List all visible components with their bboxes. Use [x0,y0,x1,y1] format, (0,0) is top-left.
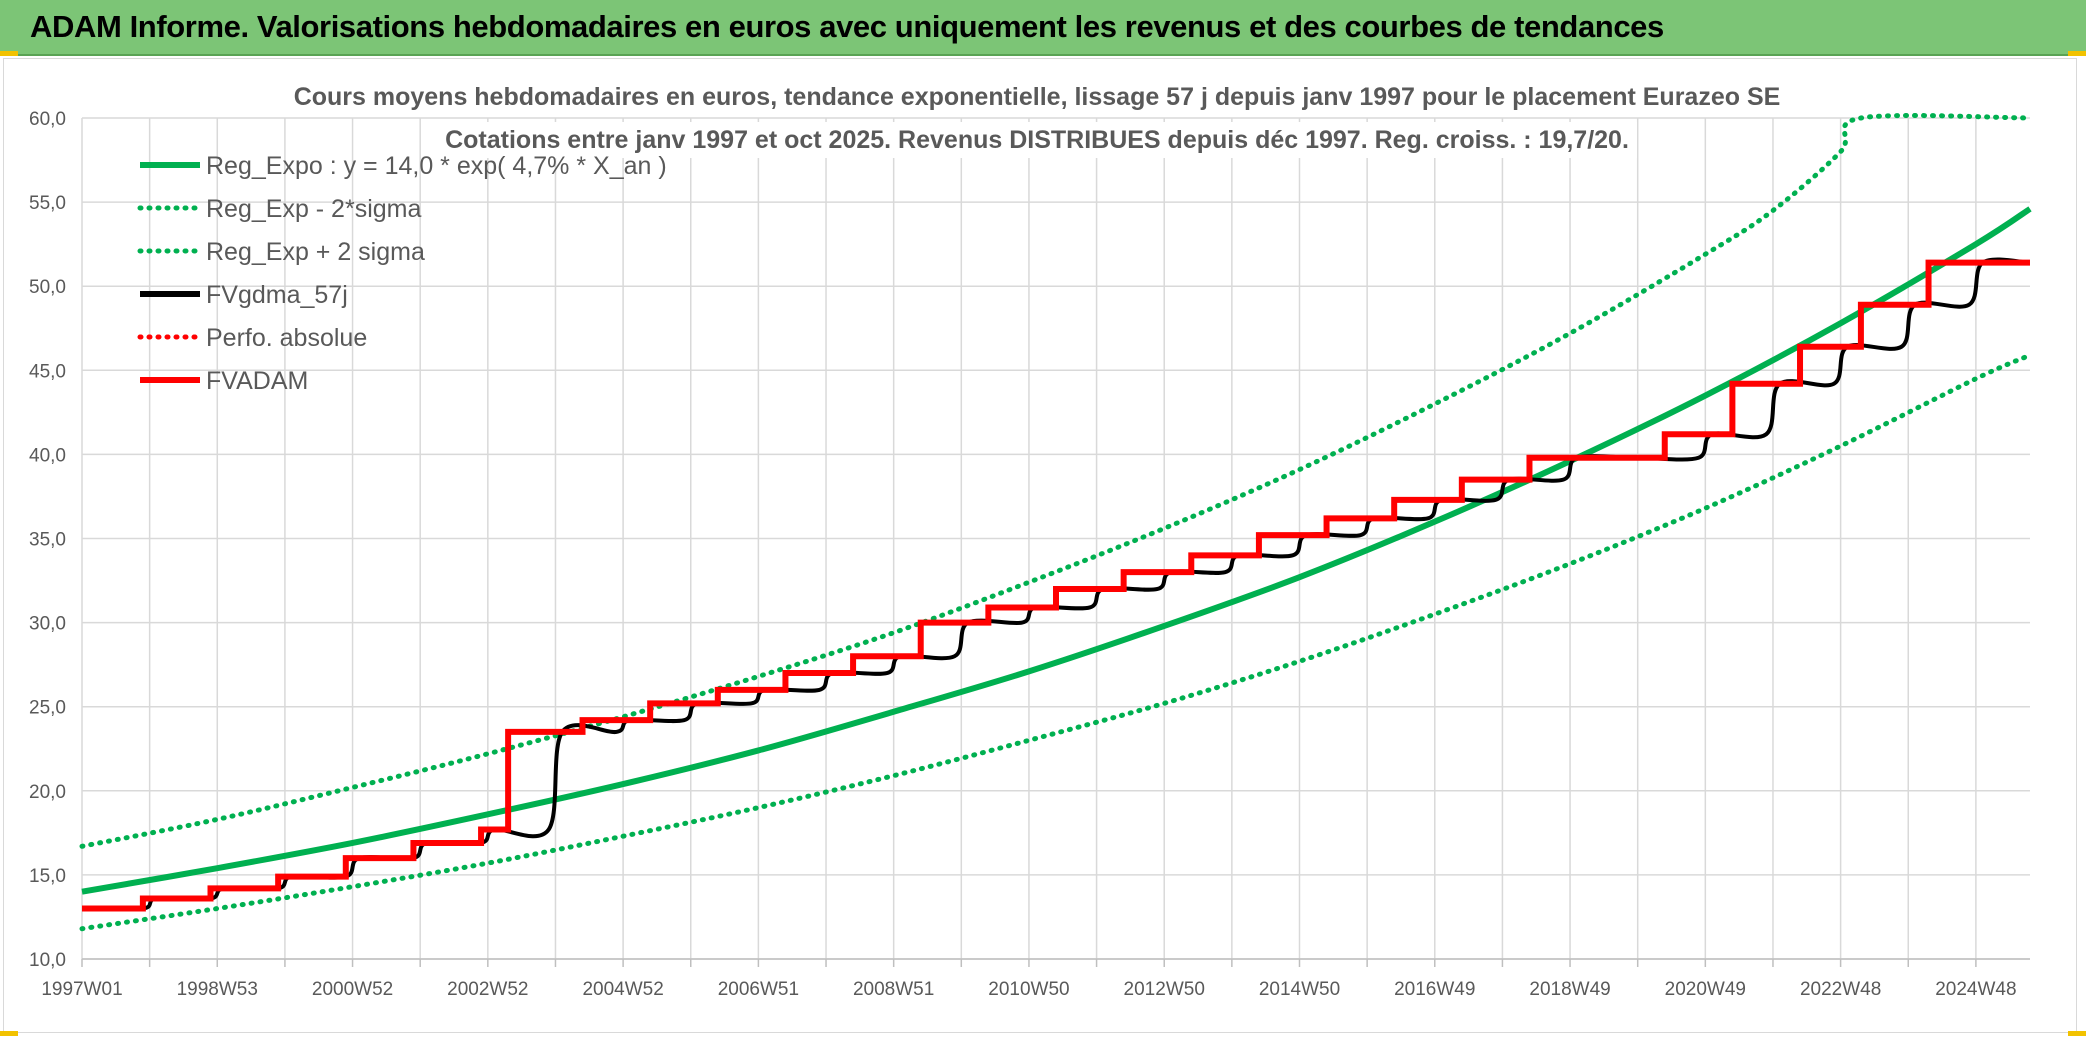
chart-area: 10,0 15,0 20,0 25,0 30,0 35,0 40,0 45,0 50,0 55,0… [3,58,2077,1033]
series-line-2 [79,113,2033,849]
corner-marker-top-right [2068,51,2086,56]
y-tick-label: 35,0 [29,530,66,551]
y-tick-label: 55,0 [29,193,66,214]
x-tick-label: 2020W49 [1665,979,1746,1000]
header-bar: ADAM Informe. Valorisations hebdomadaire… [0,0,2086,56]
x-tick-label: 2008W51 [853,979,934,1000]
x-tick-label: 1998W53 [177,979,258,1000]
y-tick-label: 40,0 [29,445,66,466]
x-tick-label: 2000W52 [312,979,393,1000]
page-title: ADAM Informe. Valorisations hebdomadaire… [30,9,1664,44]
legend-item: FVgdma_57j [140,281,348,309]
legend-label: Reg_Exp + 2 sigma [206,238,425,266]
y-tick-label: 15,0 [29,866,66,887]
legend-item: FVADAM [140,367,308,395]
series-line-5 [82,259,2030,912]
chart-title-background [437,122,1637,158]
legend-item: Reg_Exp + 2 sigma [137,238,425,266]
x-tick-label: 1997W01 [41,979,122,1000]
x-tick-label: 2002W52 [447,979,528,1000]
legend: Reg_Expo : y = 14,0 * exp( 4,7% * X_an )… [137,152,667,395]
corner-marker-top-left [0,51,18,56]
x-tick-label: 2004W52 [582,979,663,1000]
legend-item: Reg_Exp - 2*sigma [137,195,421,223]
x-tick-label: 2012W50 [1124,979,1205,1000]
axes: 10,0 15,0 20,0 25,0 30,0 35,0 40,0 45,0 50,0 55,0… [29,109,2030,1000]
chart-title: Cours moyens hebdomadaires en euros, ten… [285,79,1789,158]
y-tick-label: 10,0 [29,950,66,971]
y-tick-label: 25,0 [29,698,66,719]
x-tick-label: 2022W48 [1800,979,1881,1000]
legend-item: Perfo. absolue [137,324,367,352]
legend-label: FVgdma_57j [206,281,348,309]
y-tick-label: 50,0 [29,277,66,298]
x-tick-label: 2016W49 [1394,979,1475,1000]
x-tick-label: 2010W50 [988,979,1069,1000]
legend-label: FVADAM [206,367,308,395]
x-tick-label: 2014W50 [1259,979,1340,1000]
y-tick-label: 60,0 [29,109,66,130]
x-tick-label: 2006W51 [718,979,799,1000]
series-line-1 [79,352,2033,932]
corner-marker-bottom-left [0,1031,18,1036]
corner-marker-bottom-right [2068,1031,2086,1036]
chart-title-background [285,79,1789,115]
y-tick-label: 45,0 [29,361,66,382]
legend-label: Reg_Exp - 2*sigma [206,195,421,223]
legend-item: Reg_Expo : y = 14,0 * exp( 4,7% * X_an ) [140,152,667,180]
series-line-3 [81,257,2031,912]
series-layer [79,113,2033,932]
y-tick-label: 30,0 [29,614,66,635]
x-tick-label: 2018W49 [1529,979,1610,1000]
y-tick-label: 20,0 [29,782,66,803]
legend-label: Perfo. absolue [206,324,367,352]
chart-title-line-1: Cours moyens hebdomadaires en euros, ten… [294,83,1781,111]
series-line-0 [81,206,2032,895]
legend-label: Reg_Expo : y = 14,0 * exp( 4,7% * X_an ) [206,152,667,180]
chart-svg: 10,0 15,0 20,0 25,0 30,0 35,0 40,0 45,0 50,0 55,0… [29,79,2033,1000]
x-tick-label: 2024W48 [1935,979,2016,1000]
chart-title-line-2: Cotations entre janv 1997 et oct 2025. R… [445,126,1629,154]
